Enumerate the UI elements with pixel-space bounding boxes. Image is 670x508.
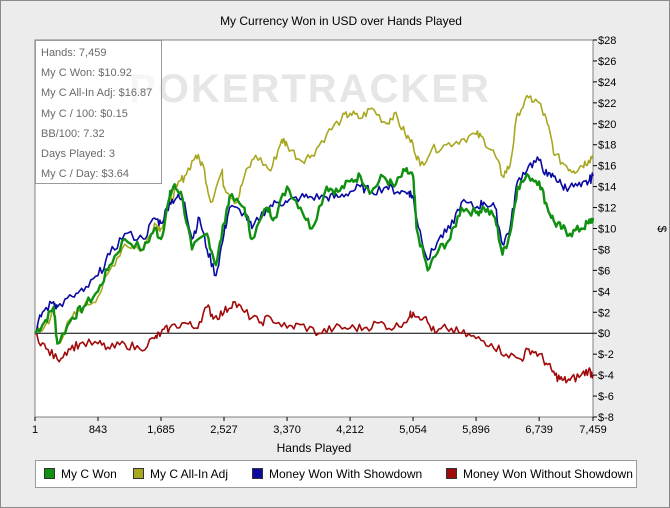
y-axis-label: $ xyxy=(655,226,669,233)
x-tick-label: 2,527 xyxy=(210,424,238,436)
y-tick-label: $6 xyxy=(598,265,610,277)
x-tick-label: 5,054 xyxy=(399,424,427,436)
legend-label: Money Won With Showdown xyxy=(269,467,423,481)
legend-label: Money Won Without Showdown xyxy=(463,467,633,481)
y-tick-label: $14 xyxy=(598,182,616,194)
legend-swatch xyxy=(252,468,263,479)
legend-item-non-showdown[interactable]: Money Won Without Showdown xyxy=(446,467,633,481)
y-tick-label: $22 xyxy=(598,98,616,110)
y-tick-label: $26 xyxy=(598,56,616,68)
stat-allin-adj: My C All-In Adj: $16.87 xyxy=(41,87,153,100)
legend-item-showdown[interactable]: Money Won With Showdown xyxy=(252,467,422,481)
stat-days-played: Days Played: 3 xyxy=(41,148,115,161)
stat-hands: Hands: 7,459 xyxy=(41,47,107,59)
legend-item-my-c-won[interactable]: My C Won xyxy=(44,467,117,481)
y-tick-label: $0 xyxy=(598,328,610,340)
y-tick-label: $28 xyxy=(598,35,616,47)
y-tick-label: $12 xyxy=(598,203,616,215)
legend-swatch xyxy=(133,468,144,479)
legend-item-all-in-adj[interactable]: My C All-In Adj xyxy=(133,467,228,481)
y-tick-label: $24 xyxy=(598,77,616,89)
y-tick-label: $4 xyxy=(598,286,610,298)
y-tick-label: $18 xyxy=(598,140,616,152)
stat-per-day: My C / Day: $3.64 xyxy=(41,168,130,181)
x-tick-label: 843 xyxy=(89,424,107,436)
y-tick-label: $10 xyxy=(598,224,616,236)
y-tick-label: $16 xyxy=(598,161,616,173)
y-tick-label: $8 xyxy=(598,244,610,256)
watermark: POKERTRACKER xyxy=(129,67,491,111)
stat-won: My C Won: $10.92 xyxy=(41,67,132,80)
x-tick-label: 3,370 xyxy=(273,424,301,436)
stat-per-100: My C / 100: $0.15 xyxy=(41,107,128,120)
stat-bb-100: BB/100: 7.32 xyxy=(41,127,105,140)
y-tick-label: $-8 xyxy=(598,412,614,424)
legend-swatch xyxy=(44,468,55,479)
x-tick-label: 6,739 xyxy=(525,424,553,436)
chart-title: My Currency Won in USD over Hands Played xyxy=(220,14,462,28)
x-tick-label: 7,459 xyxy=(579,424,607,436)
legend-swatch xyxy=(446,468,457,479)
y-tick-label: $2 xyxy=(598,307,610,319)
x-tick-label: 1 xyxy=(32,424,38,436)
x-tick-label: 1,685 xyxy=(147,424,175,436)
legend: My C Won My C All-In Adj Money Won With … xyxy=(35,460,637,488)
stats-box: Hands: 7,459 My C Won: $10.92 My C All-I… xyxy=(35,40,162,184)
legend-label: My C Won xyxy=(61,467,117,481)
y-tick-label: $-2 xyxy=(598,349,614,361)
series-line-4 xyxy=(34,301,594,384)
legend-label: My C All-In Adj xyxy=(150,467,229,481)
x-tick-label: 4,212 xyxy=(336,424,364,436)
x-axis-label: Hands Played xyxy=(277,441,352,455)
y-tick-label: $20 xyxy=(598,119,616,131)
y-tick-label: $-4 xyxy=(598,370,614,382)
series-line-3 xyxy=(34,156,594,335)
x-tick-label: 5,896 xyxy=(462,424,490,436)
series-line-1 xyxy=(34,166,595,345)
y-tick-label: $-6 xyxy=(598,391,614,403)
